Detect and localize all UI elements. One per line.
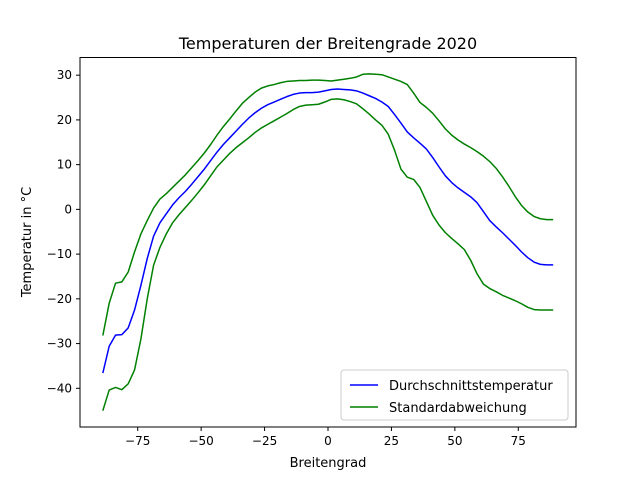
y-tick-label: 10 [57, 158, 72, 172]
series-line-mean [102, 88, 554, 374]
y-tick-label: 0 [64, 202, 72, 216]
y-axis-ticks: −40 −30 −20 −10 0 10 20 30 [47, 68, 80, 395]
y-tick-label: −40 [47, 381, 72, 395]
plot-lines [102, 73, 554, 411]
x-axis-ticks: −75 −50 −25 0 25 50 75 [125, 427, 526, 448]
legend-box [340, 369, 569, 421]
x-tick-label: 75 [511, 434, 526, 448]
series-line-std-lower [102, 98, 554, 411]
x-tick-label: −25 [252, 434, 277, 448]
legend-label-mean: Durchschnittstemperatur [389, 379, 553, 394]
y-tick-label: −30 [47, 337, 72, 351]
y-tick-label: −10 [47, 247, 72, 261]
y-axis-label: Temperatur in °C [20, 187, 35, 298]
x-tick-label: −50 [188, 434, 213, 448]
x-axis-label: Breitengrad [290, 456, 367, 471]
y-tick-label: −20 [47, 292, 72, 306]
x-tick-label: 25 [384, 434, 399, 448]
legend: Durchschnittstemperatur Standardabweichu… [340, 369, 569, 421]
x-tick-label: 0 [324, 434, 332, 448]
plot-frame [79, 57, 577, 428]
y-tick-label: 30 [57, 68, 72, 82]
chart-title: Temperaturen der Breitengrade 2020 [178, 34, 477, 53]
series-line-std-upper [102, 73, 554, 336]
legend-label-std: Standardabweichung [389, 401, 527, 416]
x-tick-label: 50 [447, 434, 462, 448]
x-tick-label: −75 [125, 434, 150, 448]
y-tick-label: 20 [57, 113, 72, 127]
